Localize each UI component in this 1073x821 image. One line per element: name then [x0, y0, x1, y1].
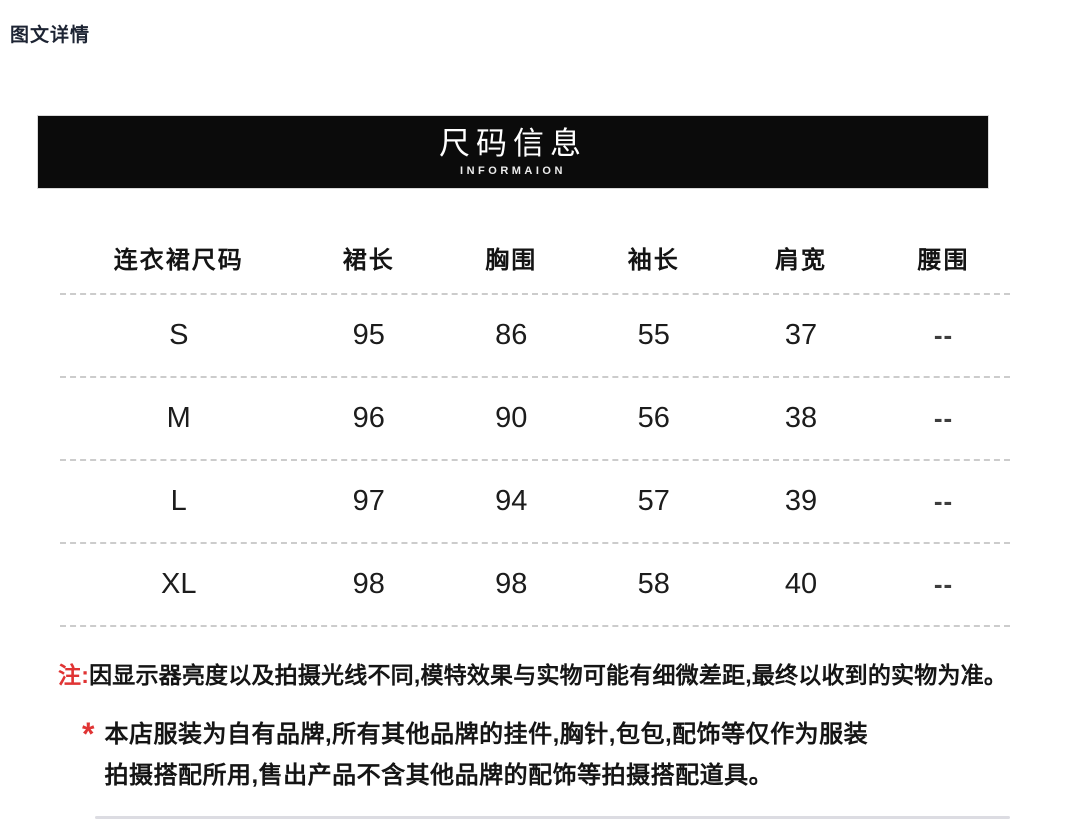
banner-subtitle: INFORMAION [460, 164, 566, 177]
cell-value: 56 [637, 402, 670, 434]
col-header-waist: 腰围 [917, 247, 970, 274]
col-header-sleeve: 袖长 [627, 247, 680, 274]
cell-value: 98 [495, 568, 528, 600]
banner-title: 尺码信息 [439, 126, 587, 162]
cell-value: 55 [637, 319, 670, 351]
cell-value: 86 [495, 319, 528, 351]
size-table: 连衣裙尺码 裙长 胸围 袖长 肩宽 腰围 S 95 86 55 37 -- M … [60, 222, 1010, 627]
table-row: L 97 94 57 39 -- [60, 461, 1010, 544]
col-header-size: 连衣裙尺码 [113, 247, 244, 274]
cell-value: 38 [784, 402, 818, 434]
note-line: 拍摄搭配所用,售出产品不含其他品牌的配饰等拍摄搭配道具。 [104, 762, 774, 789]
cell-size: S [169, 319, 189, 351]
display-note: 注:因显示器亮度以及拍摄光线不同,模特效果与实物可能有细微差距,最终以收到的实物… [58, 656, 1008, 690]
cell-size: XL [161, 568, 197, 600]
cell-value: -- [933, 320, 954, 350]
cell-value: 94 [495, 485, 528, 517]
cell-value: 39 [784, 485, 818, 517]
cell-value: 98 [352, 568, 385, 600]
col-header-length: 裙长 [342, 247, 395, 274]
table-row: S 95 86 55 37 -- [60, 295, 1010, 378]
note-text: 因显示器亮度以及拍摄光线不同,模特效果与实物可能有细微差距,最终以收到的实物为准… [89, 662, 1008, 688]
cell-value: -- [933, 569, 954, 599]
cell-value: 58 [637, 568, 670, 600]
table-row: XL 98 98 58 40 -- [60, 544, 1010, 627]
cell-value: 90 [495, 402, 528, 434]
note-text: 本店服装为自有品牌,所有其他品牌的挂件,胸针,包包,配饰等仅作为服装 拍摄搭配所… [104, 714, 868, 796]
note-prefix: 注: [58, 662, 90, 688]
cell-value: 95 [352, 319, 385, 351]
page-title: 图文详情 [10, 25, 91, 46]
cell-size: L [170, 485, 187, 517]
size-info-banner: 尺码信息 INFORMAION [38, 116, 988, 188]
cell-value: 57 [637, 485, 670, 517]
table-row: M 96 90 56 38 -- [60, 378, 1010, 461]
cell-value: -- [933, 486, 954, 516]
cell-value: 37 [784, 319, 818, 351]
col-header-bust: 胸围 [485, 247, 538, 274]
cell-value: 97 [352, 485, 385, 517]
cell-value: 40 [784, 568, 818, 600]
cell-value: 96 [352, 402, 385, 434]
section-divider [95, 816, 1010, 819]
size-table-header-row: 连衣裙尺码 裙长 胸围 袖长 肩宽 腰围 [60, 222, 1010, 295]
asterisk-icon: * [82, 716, 95, 752]
cell-value: -- [933, 403, 954, 433]
col-header-shoulder: 肩宽 [775, 247, 827, 274]
cell-size: M [166, 402, 191, 434]
brand-note: * 本店服装为自有品牌,所有其他品牌的挂件,胸针,包包,配饰等仅作为服装 拍摄搭… [82, 714, 1032, 796]
note-line: 本店服装为自有品牌,所有其他品牌的挂件,胸针,包包,配饰等仅作为服装 [104, 721, 869, 748]
